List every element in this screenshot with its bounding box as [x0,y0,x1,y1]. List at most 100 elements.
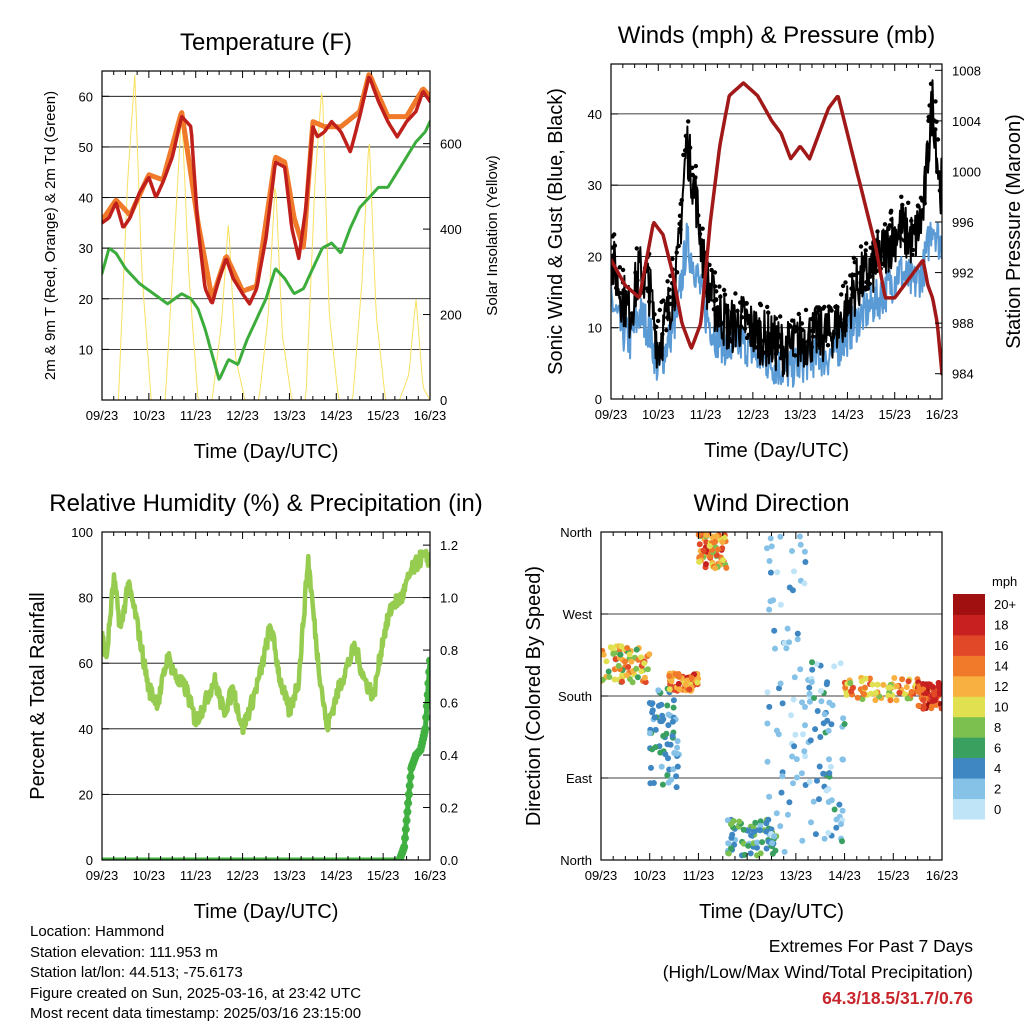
direction-point [868,690,874,697]
direction-point [648,764,654,771]
gust-point [825,343,831,348]
direction-point [703,532,710,539]
y-axis-label: 2m & 9m T (Red, Orange) & 2m Td (Green) [42,91,59,380]
x-axis-label: Time (Day/UTC) [704,440,849,462]
gust-point [815,342,821,348]
gust-point [900,202,905,208]
gust-point [937,188,942,193]
gust-point [733,291,738,296]
direction-point [808,819,814,826]
x-tick-label: 14/23 [828,868,861,883]
direction-point [719,539,726,546]
direction-point [806,684,813,691]
gust-point [670,256,675,262]
direction-point [789,548,795,554]
gust-point [660,332,665,337]
x-axis-label: Time (Day/UTC) [699,901,844,923]
gust-point [910,252,915,257]
direction-point [806,698,813,705]
direction-point [821,835,828,842]
gust-point [798,350,803,355]
direction-point [611,676,618,683]
legend-swatch [953,675,985,697]
gust-point [904,244,910,249]
gust-point [652,312,657,317]
gust-point [888,210,893,215]
extremes-legend: (High/Low/Max Wind/Total Precipitation) [662,962,973,982]
legend-label: 18 [994,618,1008,633]
gust-point [836,315,842,320]
gust-point [795,326,800,331]
gust-point [844,312,849,317]
y-right-tick-label: 988 [952,316,974,331]
direction-point [872,697,879,704]
x-tick-label: 09/23 [595,407,628,422]
gust-point [886,226,891,232]
direction-point [673,784,680,791]
series-gust [611,79,942,378]
direction-point [778,789,785,796]
direction-point [928,703,935,710]
y-tick-label: 20 [79,787,93,802]
extremes-values: 64.3/18.5/31.7/0.76 [822,988,973,1008]
direction-point [740,826,747,833]
gust-point [739,315,745,320]
direction-point [847,680,854,686]
gust-point [693,175,698,180]
gust-point [915,204,921,209]
direction-point [728,821,734,828]
y-tick-label: 20 [588,249,602,264]
gust-point [933,99,938,104]
direction-point [816,763,823,770]
direction-point [764,720,771,727]
gust-point [689,165,695,170]
direction-point [626,651,633,658]
gust-point [925,142,931,148]
direction-point [908,688,915,695]
direction-point [633,665,640,672]
gust-point [796,311,801,317]
direction-point [652,726,659,733]
gust-point [826,304,832,309]
direction-point [861,691,867,698]
direction-point [660,733,667,739]
gust-point [646,266,651,271]
plot-area [601,532,942,859]
gust-point [843,280,848,285]
gust-point [792,353,798,358]
gust-point [933,127,938,132]
precip-point [404,799,413,808]
direction-point [657,718,664,725]
direction-point [638,668,645,675]
gust-point [738,324,744,329]
gust-point [865,281,871,287]
direction-point [806,690,813,697]
gust-point [814,305,820,310]
direction-point [664,702,671,709]
x-tick-label: 09/23 [86,868,119,883]
direction-point [772,847,779,854]
direction-point [859,696,866,703]
direction-point [801,748,808,755]
direction-point [771,833,778,840]
direction-point [605,668,612,675]
gust-point [889,217,894,222]
gust-point [927,103,932,108]
gust-point [868,274,873,279]
direction-point [923,690,930,696]
gust-point [697,231,703,237]
x-tick-label: 15/23 [877,868,910,883]
legend-swatch [953,594,985,615]
gust-point [749,338,755,343]
direction-point [696,541,703,548]
gust-point [910,247,916,253]
gust-point [620,267,626,273]
direction-point [666,673,673,680]
direction-point [652,744,659,751]
x-tick-label: 15/23 [367,408,400,423]
direction-point [841,721,848,727]
x-tick-label: 13/23 [780,868,813,883]
gust-point [882,243,888,248]
x-tick-label: 11/23 [180,408,212,423]
